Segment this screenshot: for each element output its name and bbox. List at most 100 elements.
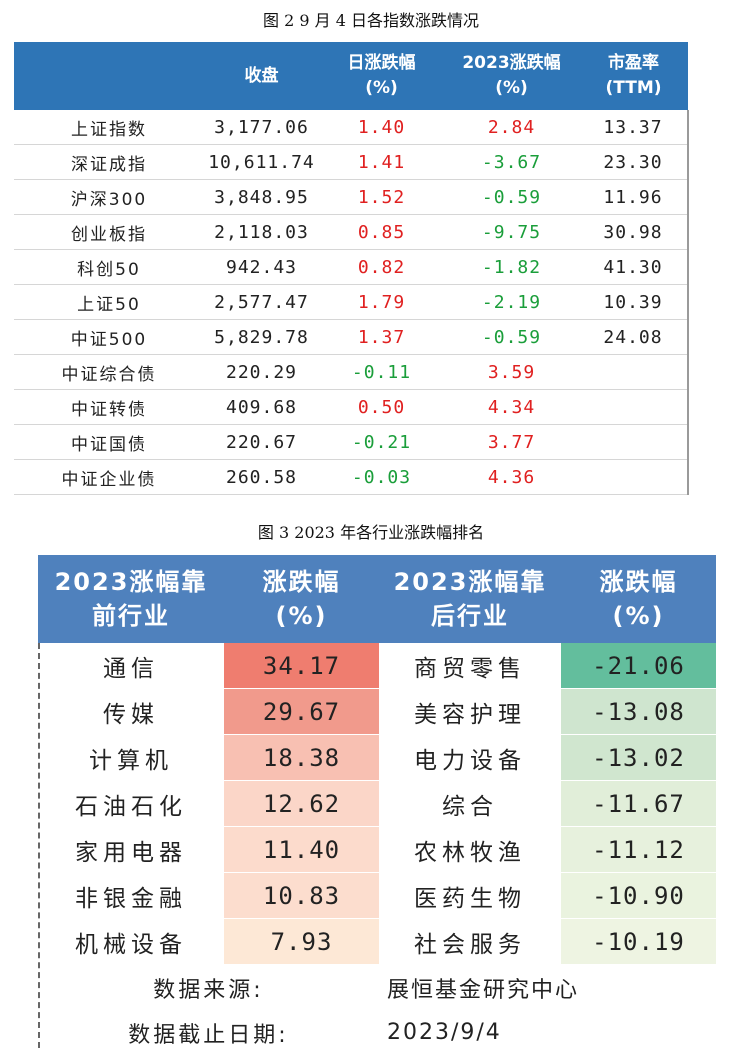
index-name: 中证500 bbox=[14, 319, 204, 355]
close-value: 3,177.06 bbox=[204, 110, 319, 145]
ytd-change: -0.59 bbox=[444, 319, 579, 355]
ytd-change: -9.75 bbox=[444, 214, 579, 250]
table-row: 中证转债 409.68 0.50 4.34 bbox=[14, 389, 689, 425]
date-label: 数据截止日期: bbox=[38, 1010, 379, 1055]
index-name: 上证指数 bbox=[14, 110, 204, 145]
pe-value: 24.08 bbox=[579, 319, 689, 355]
header-day-change: 日涨跌幅 (%) bbox=[319, 42, 444, 110]
header-pe: 市盈率 (TTM) bbox=[579, 42, 688, 110]
close-value: 2,118.03 bbox=[204, 214, 319, 250]
index-name: 中证转债 bbox=[14, 389, 204, 425]
top-industry-name: 计算机 bbox=[38, 734, 224, 781]
bottom-industry-name: 商贸零售 bbox=[379, 643, 561, 689]
bottom-industry-change: -13.02 bbox=[561, 734, 716, 781]
top-industry-change: 29.67 bbox=[224, 688, 379, 735]
source-value: 展恒基金研究中心 bbox=[379, 964, 716, 1010]
top-industry-change: 10.83 bbox=[224, 872, 379, 919]
header-bottom-change: 涨跌幅 (%) bbox=[561, 555, 716, 643]
ytd-change: 4.36 bbox=[444, 459, 579, 495]
pe-value bbox=[579, 354, 689, 390]
day-change: 0.85 bbox=[319, 214, 444, 250]
close-value: 3,848.95 bbox=[204, 179, 319, 215]
table-row: 通信 34.17 商贸零售 -21.06 bbox=[38, 643, 716, 689]
top-industry-change: 7.93 bbox=[224, 918, 379, 965]
bottom-industry-change: -10.90 bbox=[561, 872, 716, 919]
ytd-change: 4.34 bbox=[444, 389, 579, 425]
ytd-change: -2.19 bbox=[444, 284, 579, 320]
header-name bbox=[14, 42, 204, 110]
industry-ranking-table: 2023涨幅靠 前行业 涨跌幅 (%) 2023涨幅靠 后行业 涨跌幅 (%) 通信 34… bbox=[38, 555, 716, 1055]
bottom-industry-change: -21.06 bbox=[561, 643, 716, 689]
close-value: 942.43 bbox=[204, 249, 319, 285]
close-value: 2,577.47 bbox=[204, 284, 319, 320]
day-change: 1.40 bbox=[319, 110, 444, 145]
table-row: 上证50 2,577.47 1.79 -2.19 10.39 bbox=[14, 284, 689, 320]
table-row: 深证成指 10,611.74 1.41 -3.67 23.30 bbox=[14, 144, 689, 180]
source-row: 数据来源: 展恒基金研究中心 bbox=[38, 964, 716, 1010]
table-row: 沪深300 3,848.95 1.52 -0.59 11.96 bbox=[14, 179, 689, 215]
bottom-industry-name: 农林牧渔 bbox=[379, 826, 561, 873]
table-row: 石油石化 12.62 综合 -11.67 bbox=[38, 780, 716, 827]
bottom-industry-name: 电力设备 bbox=[379, 734, 561, 781]
close-value: 10,611.74 bbox=[204, 144, 319, 180]
header-ytd-change: 2023涨跌幅 (%) bbox=[444, 42, 579, 110]
close-value: 5,829.78 bbox=[204, 319, 319, 355]
pe-value bbox=[579, 459, 689, 495]
index-name: 上证50 bbox=[14, 284, 204, 320]
ytd-change: 3.59 bbox=[444, 354, 579, 390]
day-change: 0.82 bbox=[319, 249, 444, 285]
ytd-change: -0.59 bbox=[444, 179, 579, 215]
top-industry-name: 家用电器 bbox=[38, 826, 224, 873]
top-industry-name: 机械设备 bbox=[38, 918, 224, 965]
close-value: 220.29 bbox=[204, 354, 319, 390]
day-change: -0.11 bbox=[319, 354, 444, 390]
table-row: 科创50 942.43 0.82 -1.82 41.30 bbox=[14, 249, 689, 285]
top-industry-change: 11.40 bbox=[224, 826, 379, 873]
index-name: 中证国债 bbox=[14, 424, 204, 460]
index-name: 中证综合债 bbox=[14, 354, 204, 390]
top-industry-name: 非银金融 bbox=[38, 872, 224, 919]
table-row: 传媒 29.67 美容护理 -13.08 bbox=[38, 688, 716, 735]
day-change: -0.03 bbox=[319, 459, 444, 495]
top-industry-name: 传媒 bbox=[38, 688, 224, 735]
pe-value: 11.96 bbox=[579, 179, 689, 215]
pe-value: 13.37 bbox=[579, 110, 689, 145]
bottom-industry-name: 医药生物 bbox=[379, 872, 561, 919]
bottom-industry-change: -11.12 bbox=[561, 826, 716, 873]
bottom-industry-name: 美容护理 bbox=[379, 688, 561, 735]
index-name: 创业板指 bbox=[14, 214, 204, 250]
index-name: 深证成指 bbox=[14, 144, 204, 180]
table-row: 中证企业债 260.58 -0.03 4.36 bbox=[14, 459, 689, 495]
pe-value bbox=[579, 389, 689, 425]
table-row: 计算机 18.38 电力设备 -13.02 bbox=[38, 734, 716, 781]
table-row: 机械设备 7.93 社会服务 -10.19 bbox=[38, 918, 716, 965]
top-industry-name: 通信 bbox=[38, 643, 224, 689]
index-performance-table: 收盘 日涨跌幅 (%) 2023涨跌幅 (%) 市盈率 (TTM) 上证指数 3,177… bbox=[14, 42, 689, 495]
day-change: 1.41 bbox=[319, 144, 444, 180]
ytd-change: -1.82 bbox=[444, 249, 579, 285]
dashed-border bbox=[38, 643, 40, 1048]
table-header-row: 2023涨幅靠 前行业 涨跌幅 (%) 2023涨幅靠 后行业 涨跌幅 (%) bbox=[38, 555, 716, 643]
top-industry-change: 12.62 bbox=[224, 780, 379, 827]
table-row: 中证国债 220.67 -0.21 3.77 bbox=[14, 424, 689, 460]
header-close: 收盘 bbox=[204, 42, 319, 110]
header-top-industry: 2023涨幅靠 前行业 bbox=[38, 555, 224, 643]
fig3-caption: 图 3 2023 年各行业涨跌幅排名 bbox=[257, 523, 485, 542]
header-bottom-industry: 2023涨幅靠 后行业 bbox=[379, 555, 561, 643]
pe-value: 30.98 bbox=[579, 214, 689, 250]
date-value: 2023/9/4 bbox=[379, 1010, 716, 1055]
pe-value: 23.30 bbox=[579, 144, 689, 180]
table-row: 中证综合债 220.29 -0.11 3.59 bbox=[14, 354, 689, 390]
header-top-change: 涨跌幅 (%) bbox=[224, 555, 379, 643]
day-change: -0.21 bbox=[319, 424, 444, 460]
pe-value: 41.30 bbox=[579, 249, 689, 285]
ytd-change: 2.84 bbox=[444, 110, 579, 145]
index-name: 沪深300 bbox=[14, 179, 204, 215]
close-value: 260.58 bbox=[204, 459, 319, 495]
top-industry-change: 18.38 bbox=[224, 734, 379, 781]
close-value: 220.67 bbox=[204, 424, 319, 460]
bottom-industry-change: -10.19 bbox=[561, 918, 716, 965]
bottom-industry-change: -11.67 bbox=[561, 780, 716, 827]
bottom-industry-name: 社会服务 bbox=[379, 918, 561, 965]
date-row: 数据截止日期: 2023/9/4 bbox=[38, 1010, 716, 1055]
